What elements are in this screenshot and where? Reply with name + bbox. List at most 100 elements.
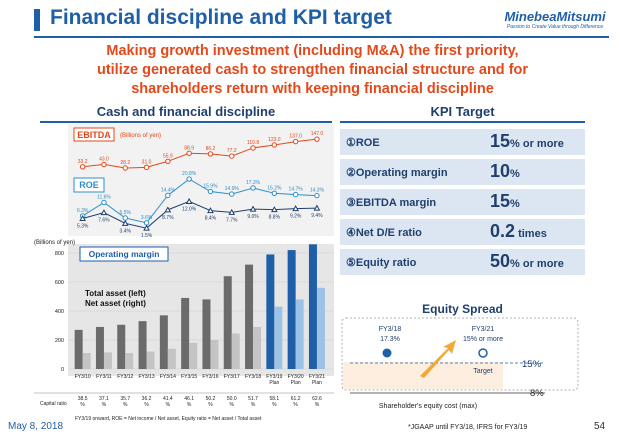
x-tick-label: FY3/16 [202,374,218,380]
ebitda-legend-box [73,127,115,142]
x-tick-label-sub: Plan [269,380,279,386]
opmargin-point [79,214,86,222]
capital-ratio-unit: % [187,402,192,408]
ebitda-data-label: 123.0 [268,137,281,143]
ebitda-point [122,165,128,171]
roe-point [250,185,256,191]
chart-labels: 0 200 400 600 800 FY3/10 38.5% FY3/11 37.1% FY3/1… [55,131,325,408]
roe-point [207,188,214,195]
cost-value: 8% [530,388,544,399]
opmargin-data-label: 1.5% [141,233,153,239]
capital-ratio-value: 50.2 [206,396,216,402]
y-tick-label: 400 [55,309,64,315]
opmargin-point [185,197,193,204]
ebitda-point [229,153,235,159]
logo-text: MinebeaMitsumi [504,9,606,24]
opmargin-line [82,200,317,229]
opmargin-data-label: 5.3% [77,224,89,230]
asset-bars [74,244,325,369]
net-asset-bar [189,342,198,369]
net-asset-bar [316,287,325,369]
target-label: Target [473,368,493,375]
y-tick-label: 800 [55,251,64,257]
kpi-number-ebitda-margin: 15 [490,191,511,211]
page-title: Financial discipline and KPI target [50,6,392,29]
kpi-value-op-margin: 10% [490,161,520,182]
net-asset-bar [82,353,91,369]
net-asset-bar [274,306,283,369]
net-asset-bar [210,340,219,369]
total-asset-bar [138,321,147,369]
total-asset-bar [202,299,211,369]
roe-point [186,176,192,182]
x-tick-label: FY3/14 [160,374,176,380]
ebitda-point [271,142,278,148]
x-tick-label: FY3/11 [96,374,112,380]
capital-ratio-value: 51.7 [248,396,258,402]
total-asset-bar [95,326,104,369]
y-tick-label: 0 [61,367,64,373]
left-section-title: Cash and financial discipline [96,104,276,119]
title-accent-bar [34,9,40,31]
x-tick-label: FY3/15 [181,374,197,380]
capital-ratio-value: 36.2 [142,396,152,402]
roe-point [101,199,107,206]
opmargin-data-label: 7.7% [226,217,238,223]
capital-ratio-unit: % [272,402,277,408]
headline-line-1: Making growth investment (including M&A)… [106,43,519,59]
ebitda-data-label: 77.2 [227,148,237,154]
kpi-label-roe: ①ROE [346,137,380,149]
total-asset-bar [223,276,232,369]
logo-tagline: Passion to Create Value through Differen… [506,24,604,30]
chart-footnote: FY3/19 onward, ROE = Net income / Net as… [75,416,262,422]
capital-ratio-unit: % [166,402,171,408]
opmargin-point [121,219,129,226]
roe-data-label: 14.7% [289,187,304,193]
roe-legend: ROE [79,180,99,190]
footer-note: *JGAAP until FY3/18, IFRS for FY3/19 [408,424,528,431]
capital-ratio-value: 61.2 [291,396,301,402]
kpi-label-equity-ratio: ⑤Equity ratio [346,257,417,269]
kpi-label-net-de: ④Net D/E ratio [346,227,422,239]
roe-data-label: 6.3% [77,208,89,214]
capital-ratio-value: 50.0 [227,396,237,402]
x-tick-label: FY3/18 [245,374,261,380]
kpi-suffix-net-de: times [515,228,547,240]
x-tick-label: FY3/19 [266,374,282,380]
capital-ratio-unit: % [123,402,128,408]
opmargin-data-label: 8.7% [162,215,174,221]
opmargin-point [164,206,172,213]
ebitda-data-label: 86.2 [206,146,216,152]
total-asset-bar [308,244,317,369]
left-section-underline [40,121,332,123]
opmargin-data-label: 9.4% [311,213,323,219]
x-tick-label-sub: Plan [291,380,301,386]
ebitda-data-label: 31.0 [142,159,152,165]
total-asset-bar [287,250,296,369]
capital-ratio-unit: % [102,402,107,408]
capital-ratio-unit: % [251,402,256,408]
fy21-value: 15% or more [463,336,503,343]
roe-legend-box [73,177,105,193]
capital-ratio-unit: % [80,402,85,408]
fy18-value: 17.3% [380,336,400,343]
kpi-suffix-roe: % or more [510,138,564,150]
ebitda-data-label: 55.9 [163,153,173,159]
roe-data-label: 5.5% [120,210,132,216]
net-asset-bar [103,352,112,369]
opmargin-point [207,207,214,214]
equity-spread-diagram: FY3/18 17.3% FY3/21 15% or more Target 1… [341,317,579,410]
opmargin-point [292,205,299,212]
opmargin-point [271,206,278,213]
company-logo: MinebeaMitsumi Passion to Create Value t… [496,9,614,30]
ebitda-point [101,161,107,168]
growth-arrow-icon [420,340,456,378]
x-tick-label: FY3/20 [288,374,304,380]
roe-point [292,191,299,198]
ebitda-data-label: 33.2 [78,159,88,165]
roe-target-value: 15% [522,359,542,370]
ratio-lines [79,136,321,231]
footer-date: May 8, 2018 [8,421,64,432]
opmargin-data-label: 8.4% [205,216,217,222]
ebitda-point [165,158,171,164]
